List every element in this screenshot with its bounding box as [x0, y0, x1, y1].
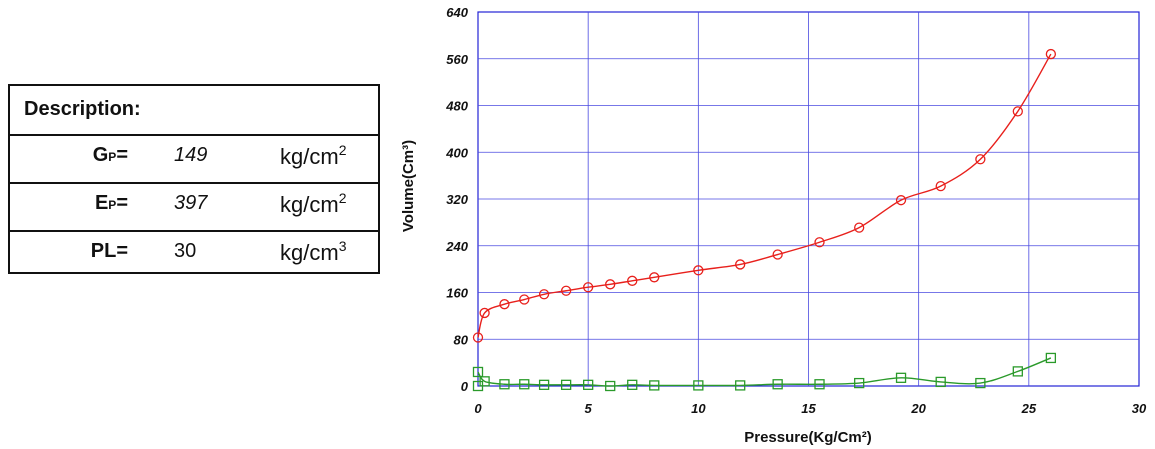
y-tick-label: 400 [445, 145, 468, 160]
x-tick-label: 25 [1021, 401, 1037, 416]
y-tick-label: 0 [461, 379, 469, 394]
chart-axes: 0 5 10 15 20 25 30 0 80 160 240 320 400 480 560 640 [445, 5, 1147, 416]
data-point [693, 380, 704, 391]
ep-unit: kg/cm2 [280, 190, 347, 217]
data-point [735, 259, 746, 270]
data-point [479, 307, 490, 319]
data-point [605, 279, 616, 290]
series-line [477, 53, 1052, 338]
data-point [649, 380, 660, 391]
data-point [519, 379, 530, 390]
x-tick-label: 30 [1132, 401, 1147, 416]
pl-unit: kg/cm3 [280, 238, 347, 265]
y-axis-title: Volume(Cm³) [400, 140, 417, 232]
data-point [560, 379, 572, 390]
data-point [772, 249, 783, 260]
y-tick-label: 160 [446, 286, 468, 301]
data-point [538, 289, 550, 300]
x-tick-label: 20 [910, 401, 926, 416]
y-tick-label: 320 [446, 192, 468, 207]
pl-value: 30 [174, 240, 197, 262]
data-point [735, 380, 746, 391]
data-point [627, 379, 638, 390]
data-point [975, 377, 986, 389]
data-point [560, 285, 572, 296]
data-point [935, 376, 946, 388]
data-point [935, 180, 946, 192]
data-point [814, 379, 825, 390]
description-row-pl: PL= 30 kg/cm3 [10, 230, 378, 272]
data-point [814, 237, 825, 248]
data-point [605, 380, 616, 392]
data-point [975, 154, 986, 165]
data-point [627, 275, 638, 286]
series-line [477, 357, 1052, 387]
data-point [499, 379, 510, 390]
data-point [1045, 48, 1057, 60]
data-point [854, 222, 865, 233]
data-point [472, 332, 484, 343]
data-point [772, 379, 783, 390]
description-table: Description: GP= 149 kg/cm2 EP= 397 kg/c… [8, 84, 380, 274]
data-point [583, 379, 594, 390]
y-tick-label: 480 [445, 99, 468, 114]
data-point [1045, 352, 1057, 364]
y-tick-label: 640 [446, 5, 468, 20]
chart-grid [477, 11, 1140, 387]
y-tick-label: 80 [454, 332, 469, 347]
data-point [499, 299, 510, 310]
data-point [1012, 106, 1023, 117]
gp-symbol: GP= [92, 144, 128, 166]
gp-unit: kg/cm2 [280, 142, 347, 169]
data-point [693, 265, 704, 276]
data-point [472, 366, 484, 378]
description-row-gp: GP= 149 kg/cm2 [10, 134, 378, 184]
description-header: Description: [24, 98, 141, 120]
pl-symbol: PL= [90, 240, 128, 262]
y-tick-label: 240 [445, 239, 468, 254]
x-axis-title: Pressure(Kg/Cm²) [744, 429, 872, 446]
data-point [854, 377, 865, 389]
description-row-ep: EP= 397 kg/cm2 [10, 182, 378, 232]
x-tick-label: 5 [585, 401, 593, 416]
chart-series [472, 48, 1057, 392]
y-tick-label: 560 [446, 52, 468, 67]
data-point [472, 380, 484, 392]
description-header-row: Description: [10, 86, 378, 136]
data-point [1012, 366, 1023, 377]
x-tick-label: 0 [474, 401, 482, 416]
data-point [649, 272, 660, 283]
data-point [583, 282, 594, 293]
x-tick-label: 15 [801, 401, 816, 416]
x-tick-label: 10 [691, 401, 706, 416]
gp-value: 149 [174, 144, 208, 166]
data-point [538, 379, 550, 390]
data-point [519, 294, 530, 305]
data-point [895, 195, 907, 206]
ep-value: 397 [174, 192, 208, 214]
data-point [895, 372, 907, 383]
ep-symbol: EP= [94, 192, 128, 214]
